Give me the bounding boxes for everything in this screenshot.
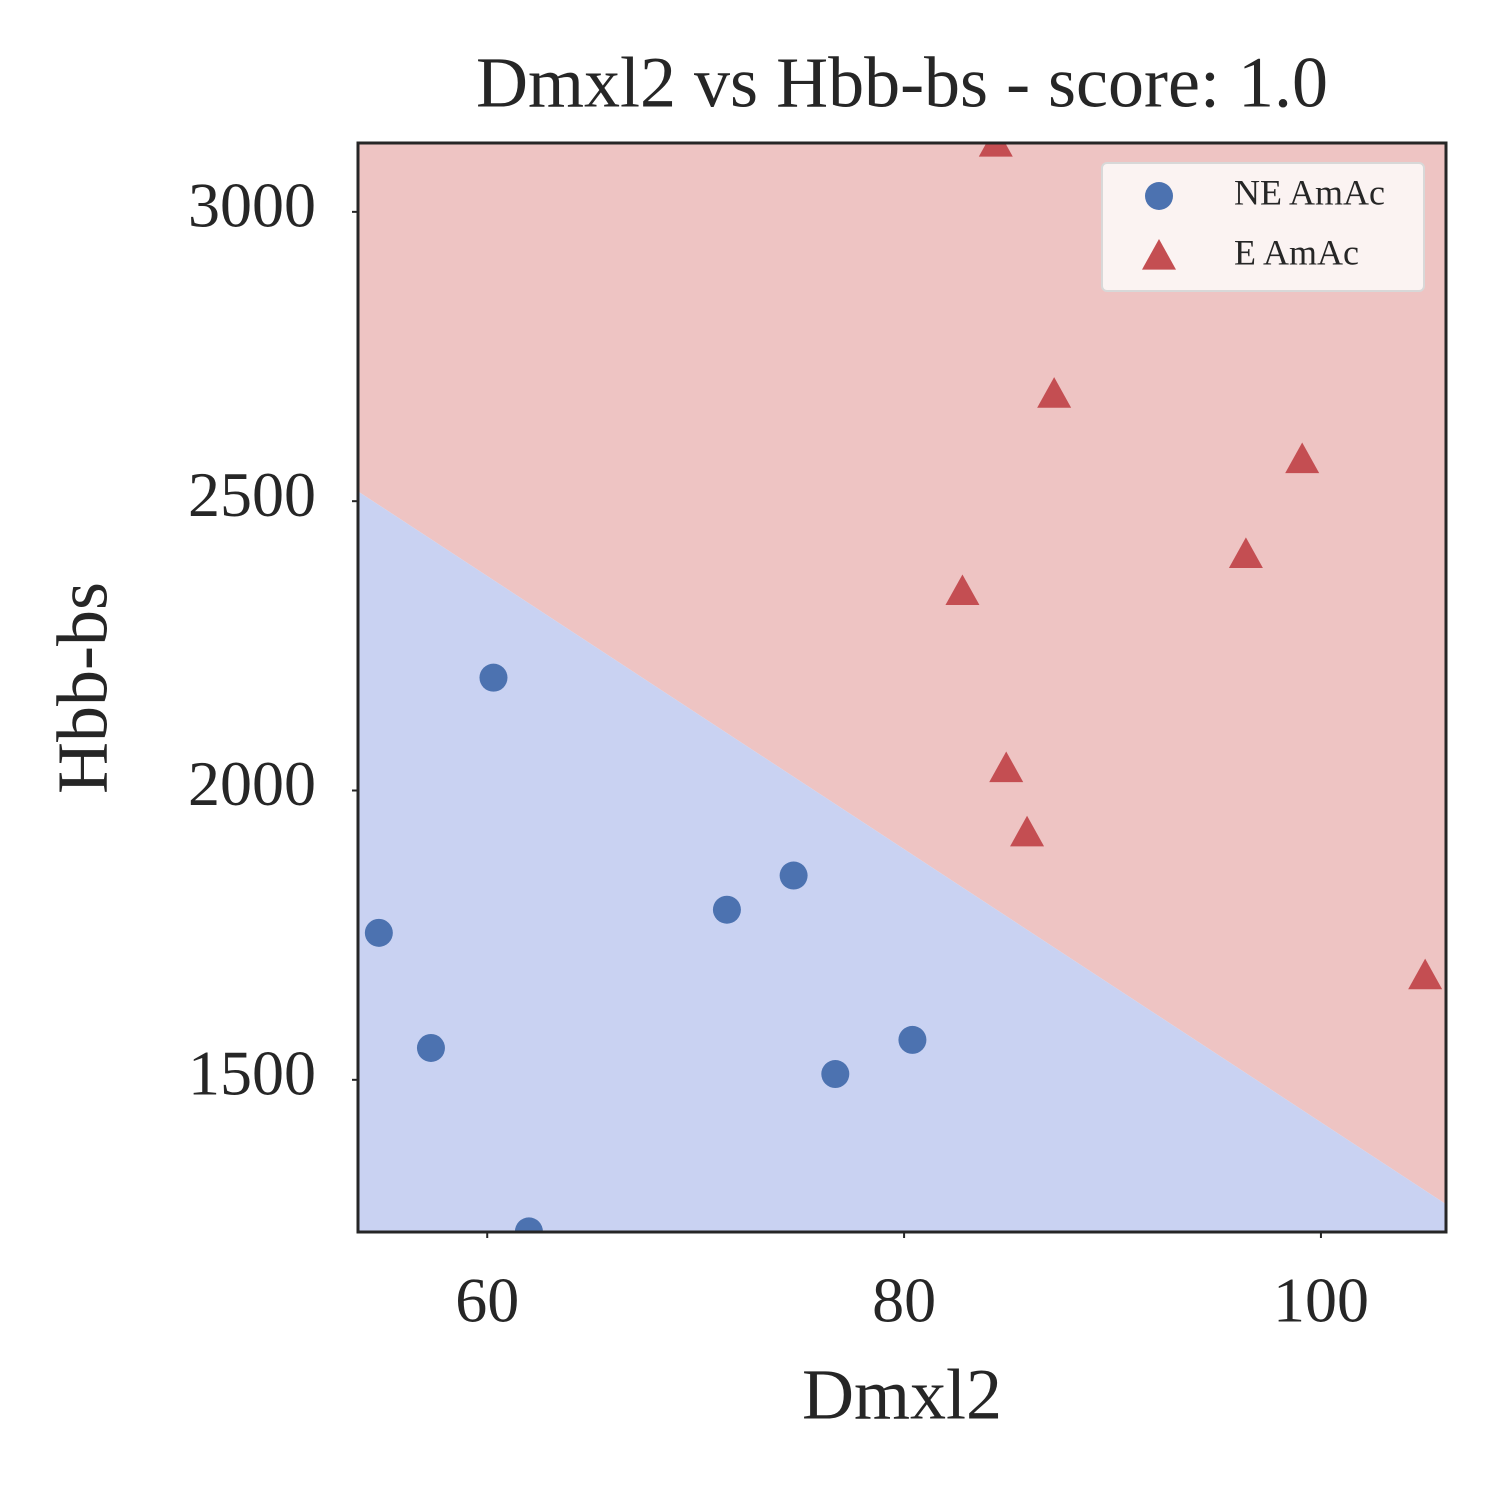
y-tick-label: 1500 bbox=[188, 1038, 316, 1109]
point bbox=[978, 143, 1013, 157]
legend-label: NE AmAc bbox=[1234, 172, 1385, 212]
y-axis-label: Hbb-bs bbox=[43, 582, 123, 794]
legend-box bbox=[1101, 162, 1425, 292]
chart-title: Dmxl2 vs Hbb-bs - score: 1.0 bbox=[476, 43, 1328, 123]
point bbox=[1037, 377, 1072, 408]
y-tick-label: 3000 bbox=[188, 170, 316, 241]
legend: NE AmAc E AmAc bbox=[1101, 162, 1425, 292]
y-tick-label: 2500 bbox=[188, 459, 316, 530]
point bbox=[1285, 442, 1320, 474]
point bbox=[514, 1217, 543, 1232]
point bbox=[779, 861, 808, 890]
point bbox=[989, 751, 1024, 783]
legend-marker bbox=[1142, 239, 1176, 270]
point bbox=[1408, 958, 1443, 990]
region-below bbox=[358, 491, 1446, 1232]
point bbox=[898, 1025, 927, 1054]
point bbox=[364, 918, 393, 947]
x-tick-label: 60 bbox=[455, 1265, 519, 1336]
x-tick-label: 100 bbox=[1273, 1265, 1369, 1336]
point bbox=[945, 574, 980, 606]
point bbox=[479, 663, 508, 692]
point bbox=[1010, 815, 1045, 847]
x-axis-label: Dmxl2 bbox=[802, 1355, 1002, 1435]
point bbox=[1228, 537, 1263, 569]
plot-frame bbox=[356, 141, 1448, 1234]
plot-area bbox=[358, 143, 1446, 1232]
legend-marker bbox=[1145, 182, 1173, 210]
point bbox=[821, 1060, 850, 1089]
region-above bbox=[358, 143, 1446, 1205]
legend-label: E AmAc bbox=[1234, 232, 1359, 272]
point bbox=[416, 1033, 445, 1062]
x-tick-label: 80 bbox=[872, 1265, 936, 1336]
point bbox=[712, 895, 741, 924]
y-tick-label: 2000 bbox=[188, 748, 316, 819]
